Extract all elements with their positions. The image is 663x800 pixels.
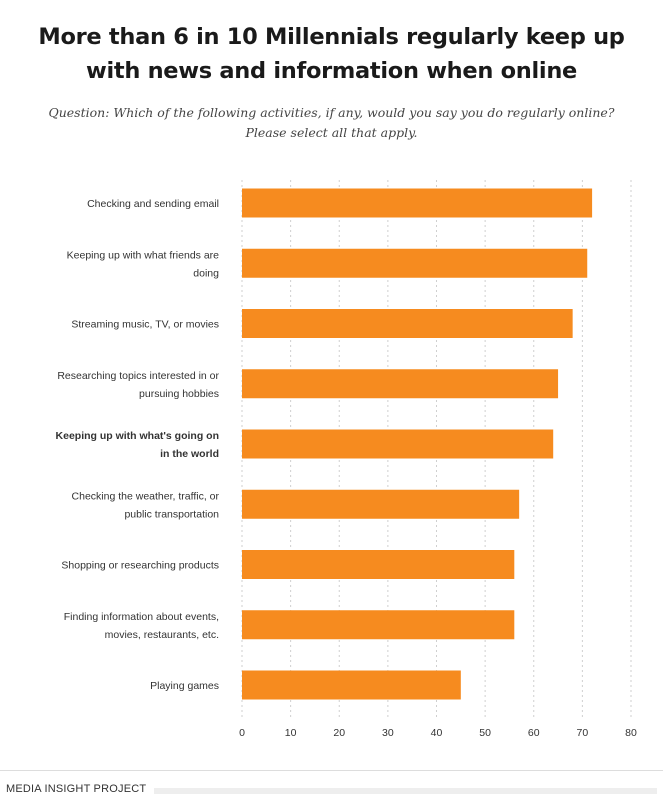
x-tick-label: 50 [479,727,491,739]
bar [242,610,515,640]
x-tick-label: 70 [577,727,589,739]
bar [242,670,461,700]
bar [242,489,520,519]
category-label: Streaming music, TV, or movies [71,319,219,331]
category-label: Keeping up with what friends are [67,249,220,261]
x-tick-label: 30 [382,727,394,739]
footer-bar [154,788,657,794]
chart-subtitle: Question: Which of the following activit… [48,105,615,140]
category-label: Keeping up with what's going on [56,430,219,442]
x-tick-label: 40 [431,727,443,739]
bar [242,550,515,579]
category-label: doing [193,267,219,279]
footer-source: MEDIA INSIGHT PROJECT [6,783,147,795]
footer-divider [0,770,663,771]
x-tick-label: 20 [333,727,345,739]
category-label: Checking the weather, traffic, or [72,490,220,502]
x-tick-label: 80 [625,727,637,739]
category-label: Shopping or researching products [61,560,219,572]
category-label: public transportation [124,508,219,520]
category-label: Checking and sending email [87,198,219,210]
bar-chart: Checking and sending email Keeping up wit… [56,180,637,739]
x-tick-label: 10 [285,727,297,739]
bar [242,248,588,278]
category-label: Finding information about events, [64,611,219,623]
bar [242,309,573,338]
x-tick-label: 0 [239,727,245,739]
category-label: Playing games [150,680,219,692]
category-label: in the world [160,448,219,460]
category-label: Researching topics interested in or [57,370,219,382]
x-tick-label: 60 [528,727,540,739]
bar [242,369,559,399]
category-label: movies, restaurants, etc. [105,629,219,641]
category-label: pursuing hobbies [139,388,219,400]
chart-title: More than 6 in 10 Millennials regularly … [38,24,625,84]
bar [242,429,554,459]
bar [242,188,593,218]
